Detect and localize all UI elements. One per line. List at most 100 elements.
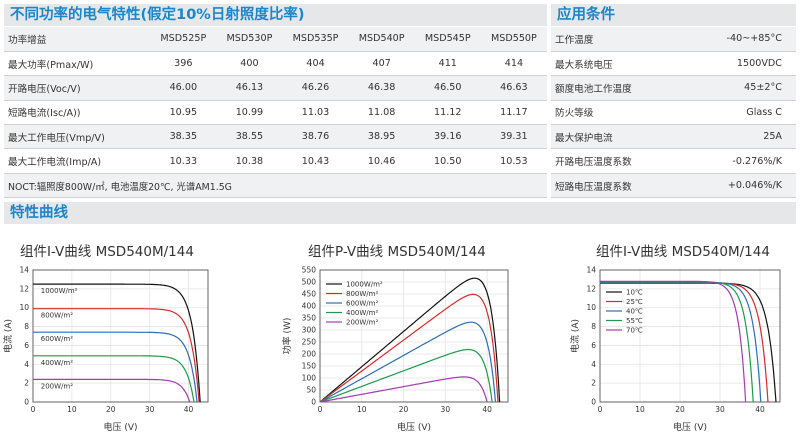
y-tick-label: 450 bbox=[302, 290, 317, 299]
x-tick-label: 10 bbox=[357, 405, 367, 414]
row-label: 最大工作电压(Vmp/V) bbox=[4, 124, 151, 150]
plot-frame bbox=[32, 269, 209, 403]
table-cell: 46.13 bbox=[216, 75, 283, 101]
table-row: 开路电压温度系数 -0.276%/K bbox=[551, 148, 796, 174]
series-line bbox=[600, 280, 747, 403]
series-label: 800W/m² bbox=[41, 312, 73, 320]
table-cell: 11.08 bbox=[348, 100, 415, 126]
performance-table: 功率增益 MSD525P MSD530P MSD535P MSD540P MSD… bbox=[4, 27, 547, 199]
y-tick-label: 250 bbox=[302, 338, 317, 347]
table-header-cell: MSD525P bbox=[150, 27, 217, 52]
y-tick-label: 12 bbox=[586, 284, 596, 293]
table-cell: 46.00 bbox=[150, 75, 217, 101]
y-tick-label: 4 bbox=[591, 360, 596, 369]
table-row: 最大系统电压 1500VDC bbox=[551, 51, 796, 77]
condition-label: 最大保护电流 bbox=[551, 124, 691, 150]
y-tick-label: 10 bbox=[19, 303, 29, 312]
chart-title-iv-temperature: 组件I-V曲线 MSD540M/144 bbox=[596, 244, 770, 260]
legend-entry: 25℃ bbox=[626, 298, 643, 306]
x-axis-label: 电压 (V) bbox=[103, 421, 137, 433]
table-cell: 38.76 bbox=[282, 124, 349, 150]
performance-section-title: 不同功率的电气特性(假定10%日射照度比率) bbox=[4, 4, 547, 26]
row-label: 短路电流(Isc/A)) bbox=[4, 100, 151, 126]
condition-label: 额度电池工作温度 bbox=[551, 75, 691, 101]
legend-entry: 200W/m² bbox=[346, 319, 378, 327]
y-tick-label: 14 bbox=[19, 266, 29, 275]
x-tick-label: 0 bbox=[598, 405, 603, 414]
y-tick-label: 0 bbox=[24, 398, 29, 407]
table-cell: 11.12 bbox=[414, 100, 481, 126]
table-row: 最大保护电流 25A bbox=[551, 124, 796, 150]
row-label: 最大功率(Pmax/W) bbox=[4, 51, 151, 77]
table-cell: 38.55 bbox=[216, 124, 283, 150]
condition-value: -0.276%/K bbox=[691, 148, 796, 174]
table-cell: 10.38 bbox=[216, 148, 283, 174]
condition-label: 短路电压温度系数 bbox=[551, 173, 691, 199]
y-axis-label: 电流 (A) bbox=[2, 319, 14, 353]
table-row: 最大工作电压(Vmp/V) 38.35 38.55 38.76 38.95 39… bbox=[4, 124, 547, 150]
chart-title-iv-irradiance: 组件I-V曲线 MSD540M/144 bbox=[20, 244, 194, 260]
x-tick-label: 20 bbox=[106, 405, 116, 414]
series-line bbox=[33, 378, 191, 403]
curves-section-title: 特性曲线 bbox=[4, 202, 796, 224]
y-tick-label: 12 bbox=[19, 284, 29, 293]
table-cell: 39.16 bbox=[414, 124, 481, 150]
x-tick-label: 20 bbox=[399, 405, 409, 414]
table-row: 防火等级 Glass C bbox=[551, 100, 796, 126]
y-tick-label: 400 bbox=[302, 302, 317, 311]
y-tick-label: 0 bbox=[591, 398, 596, 407]
plot-frame bbox=[599, 269, 781, 403]
chart-title-pv: 组件P-V曲线 MSD540M/144 bbox=[308, 244, 486, 260]
noct-note: NOCT:辐照度800W/㎡, 电池温度20℃, 光谱AM1.5G bbox=[4, 173, 547, 199]
y-tick-label: 10 bbox=[586, 303, 596, 312]
legend-entry: 10℃ bbox=[626, 289, 643, 297]
x-tick-label: 40 bbox=[755, 405, 765, 414]
x-tick-label: 10 bbox=[635, 405, 645, 414]
table-row: 额度电池工作温度 45±2°C bbox=[551, 75, 796, 101]
pv-chart: 0 10 20 30 400501001502002503003504004505005… bbox=[281, 266, 509, 433]
table-row: 工作温度 -40~+85°C bbox=[551, 27, 796, 52]
series-line bbox=[319, 321, 497, 403]
table-cell: 46.63 bbox=[480, 75, 547, 101]
table-cell: 407 bbox=[348, 51, 415, 77]
legend-entry: 600W/m² bbox=[346, 300, 378, 308]
table-cell: 10.50 bbox=[414, 148, 481, 174]
table-cell: 10.95 bbox=[150, 100, 217, 126]
legend-entry: 55℃ bbox=[626, 317, 643, 325]
x-axis-label: 电压 (V) bbox=[673, 421, 707, 433]
condition-value: +0.046%/K bbox=[691, 173, 796, 199]
y-tick-label: 300 bbox=[302, 326, 317, 335]
table-cell: 11.03 bbox=[282, 100, 349, 126]
series-label: 400W/m² bbox=[41, 359, 73, 367]
condition-value: 1500VDC bbox=[691, 51, 796, 77]
condition-value: 25A bbox=[691, 124, 796, 150]
y-tick-label: 8 bbox=[24, 322, 29, 331]
y-tick-label: 100 bbox=[302, 374, 317, 383]
series-line bbox=[33, 355, 195, 403]
y-tick-label: 6 bbox=[591, 341, 596, 350]
condition-label: 防火等级 bbox=[551, 100, 691, 126]
series-label: 600W/m² bbox=[41, 335, 73, 343]
y-tick-label: 150 bbox=[302, 362, 317, 371]
section-divider bbox=[549, 4, 551, 198]
table-cell: 10.46 bbox=[348, 148, 415, 174]
x-tick-label: 30 bbox=[145, 405, 155, 414]
x-tick-label: 40 bbox=[184, 405, 194, 414]
conditions-table: 工作温度 -40~+85°C 最大系统电压 1500VDC 额度电池工作温度 4… bbox=[551, 27, 796, 199]
series-line bbox=[33, 308, 200, 403]
table-header-cell: MSD540P bbox=[348, 27, 415, 52]
legend-entry: 1000W/m² bbox=[346, 281, 383, 289]
series-label: 1000W/m² bbox=[41, 287, 78, 295]
x-tick-label: 30 bbox=[441, 405, 451, 414]
x-tick-label: 0 bbox=[318, 405, 323, 414]
y-tick-label: 2 bbox=[24, 379, 29, 388]
series-line bbox=[319, 277, 501, 403]
series-line bbox=[600, 281, 754, 403]
series-line bbox=[600, 281, 762, 403]
condition-value: -40~+85°C bbox=[691, 27, 796, 52]
table-row: 最大工作电流(Imp/A) 10.33 10.38 10.43 10.46 10… bbox=[4, 148, 547, 174]
y-tick-label: 50 bbox=[306, 386, 316, 395]
table-header-cell: 功率增益 bbox=[4, 27, 151, 52]
table-row: 最大功率(Pmax/W) 396 400 404 407 411 414 bbox=[4, 51, 547, 77]
y-tick-label: 2 bbox=[591, 379, 596, 388]
